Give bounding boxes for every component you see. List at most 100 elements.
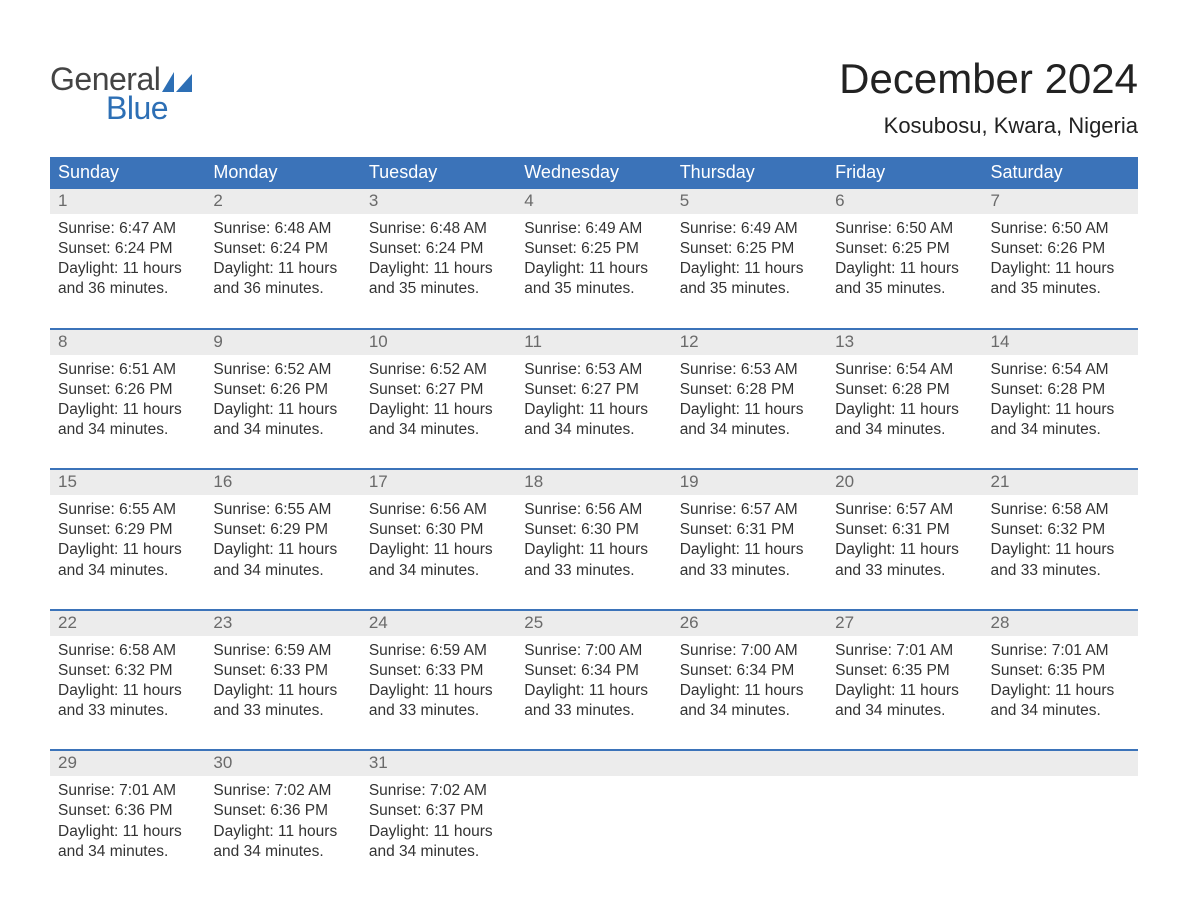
dayhead-wed: Wednesday [516, 157, 671, 189]
day-number: 6 [827, 189, 982, 214]
day-cell: Sunrise: 6:57 AMSunset: 6:31 PMDaylight:… [672, 495, 827, 597]
sunset-text: Sunset: 6:24 PM [213, 239, 352, 259]
daynum-row: 891011121314 [50, 330, 1138, 355]
dayhead-thu: Thursday [672, 157, 827, 189]
sunrise-text: Sunrise: 6:50 AM [991, 219, 1130, 239]
day-cell: Sunrise: 6:50 AMSunset: 6:25 PMDaylight:… [827, 214, 982, 316]
daylight-text: and 33 minutes. [524, 701, 663, 721]
daynum-row: 22232425262728 [50, 611, 1138, 636]
content-row: Sunrise: 6:58 AMSunset: 6:32 PMDaylight:… [50, 636, 1138, 738]
sunset-text: Sunset: 6:29 PM [213, 520, 352, 540]
sunrise-text: Sunrise: 7:02 AM [213, 781, 352, 801]
day-cell: Sunrise: 6:55 AMSunset: 6:29 PMDaylight:… [50, 495, 205, 597]
sunset-text: Sunset: 6:25 PM [835, 239, 974, 259]
daylight-text: Daylight: 11 hours [991, 681, 1130, 701]
sunset-text: Sunset: 6:35 PM [835, 661, 974, 681]
day-cell: Sunrise: 6:49 AMSunset: 6:25 PMDaylight:… [516, 214, 671, 316]
sunset-text: Sunset: 6:34 PM [680, 661, 819, 681]
day-number: 4 [516, 189, 671, 214]
daylight-text: Daylight: 11 hours [213, 681, 352, 701]
day-cell: Sunrise: 6:49 AMSunset: 6:25 PMDaylight:… [672, 214, 827, 316]
day-cell [516, 776, 671, 878]
day-cell: Sunrise: 6:57 AMSunset: 6:31 PMDaylight:… [827, 495, 982, 597]
day-cell: Sunrise: 6:52 AMSunset: 6:27 PMDaylight:… [361, 355, 516, 457]
day-number: 7 [983, 189, 1138, 214]
day-cell: Sunrise: 7:01 AMSunset: 6:35 PMDaylight:… [827, 636, 982, 738]
daylight-text: and 34 minutes. [991, 701, 1130, 721]
daylight-text: Daylight: 11 hours [680, 681, 819, 701]
daynum-row: 293031 [50, 751, 1138, 776]
daylight-text: Daylight: 11 hours [991, 540, 1130, 560]
weeks-container: 1234567Sunrise: 6:47 AMSunset: 6:24 PMDa… [50, 189, 1138, 878]
sunset-text: Sunset: 6:32 PM [58, 661, 197, 681]
daylight-text: Daylight: 11 hours [369, 822, 508, 842]
day-cell: Sunrise: 6:59 AMSunset: 6:33 PMDaylight:… [361, 636, 516, 738]
daylight-text: Daylight: 11 hours [680, 540, 819, 560]
content-row: Sunrise: 7:01 AMSunset: 6:36 PMDaylight:… [50, 776, 1138, 878]
day-number: 14 [983, 330, 1138, 355]
daylight-text: Daylight: 11 hours [58, 540, 197, 560]
day-cell: Sunrise: 6:56 AMSunset: 6:30 PMDaylight:… [516, 495, 671, 597]
daylight-text: and 33 minutes. [58, 701, 197, 721]
day-cell: Sunrise: 6:54 AMSunset: 6:28 PMDaylight:… [983, 355, 1138, 457]
day-cell: Sunrise: 6:52 AMSunset: 6:26 PMDaylight:… [205, 355, 360, 457]
dayhead-fri: Friday [827, 157, 982, 189]
week-row: 1234567Sunrise: 6:47 AMSunset: 6:24 PMDa… [50, 189, 1138, 316]
day-number: 12 [672, 330, 827, 355]
day-cell: Sunrise: 7:02 AMSunset: 6:37 PMDaylight:… [361, 776, 516, 878]
sunset-text: Sunset: 6:31 PM [680, 520, 819, 540]
daylight-text: and 35 minutes. [524, 279, 663, 299]
sunset-text: Sunset: 6:30 PM [369, 520, 508, 540]
logo-text-blue: Blue [106, 90, 168, 127]
month-title: December 2024 [839, 55, 1138, 103]
sunset-text: Sunset: 6:26 PM [58, 380, 197, 400]
daylight-text: Daylight: 11 hours [369, 259, 508, 279]
sunset-text: Sunset: 6:25 PM [680, 239, 819, 259]
day-cell: Sunrise: 6:56 AMSunset: 6:30 PMDaylight:… [361, 495, 516, 597]
sunset-text: Sunset: 6:32 PM [991, 520, 1130, 540]
day-cell: Sunrise: 6:53 AMSunset: 6:28 PMDaylight:… [672, 355, 827, 457]
day-number: 19 [672, 470, 827, 495]
title-block: December 2024 Kosubosu, Kwara, Nigeria [839, 55, 1138, 139]
day-number: 31 [361, 751, 516, 776]
sunrise-text: Sunrise: 6:48 AM [369, 219, 508, 239]
sunset-text: Sunset: 6:28 PM [991, 380, 1130, 400]
daylight-text: Daylight: 11 hours [680, 400, 819, 420]
daylight-text: and 34 minutes. [835, 420, 974, 440]
sunset-text: Sunset: 6:35 PM [991, 661, 1130, 681]
daylight-text: Daylight: 11 hours [58, 681, 197, 701]
sunrise-text: Sunrise: 7:00 AM [524, 641, 663, 661]
sunset-text: Sunset: 6:25 PM [524, 239, 663, 259]
content-row: Sunrise: 6:47 AMSunset: 6:24 PMDaylight:… [50, 214, 1138, 316]
calendar: Sunday Monday Tuesday Wednesday Thursday… [50, 157, 1138, 878]
sunrise-text: Sunrise: 6:53 AM [680, 360, 819, 380]
daylight-text: and 34 minutes. [58, 420, 197, 440]
day-number: 11 [516, 330, 671, 355]
daylight-text: Daylight: 11 hours [835, 259, 974, 279]
sunset-text: Sunset: 6:27 PM [524, 380, 663, 400]
week-row: 891011121314Sunrise: 6:51 AMSunset: 6:26… [50, 328, 1138, 457]
sunrise-text: Sunrise: 6:55 AM [58, 500, 197, 520]
daylight-text: Daylight: 11 hours [524, 259, 663, 279]
day-cell: Sunrise: 7:01 AMSunset: 6:36 PMDaylight:… [50, 776, 205, 878]
daylight-text: and 33 minutes. [680, 561, 819, 581]
dayhead-sat: Saturday [983, 157, 1138, 189]
sunrise-text: Sunrise: 6:49 AM [680, 219, 819, 239]
sunrise-text: Sunrise: 6:55 AM [213, 500, 352, 520]
daylight-text: Daylight: 11 hours [213, 540, 352, 560]
day-cell [983, 776, 1138, 878]
dayhead-mon: Monday [205, 157, 360, 189]
week-row: 293031Sunrise: 7:01 AMSunset: 6:36 PMDay… [50, 749, 1138, 878]
day-cell [672, 776, 827, 878]
day-cell: Sunrise: 7:01 AMSunset: 6:35 PMDaylight:… [983, 636, 1138, 738]
daylight-text: Daylight: 11 hours [58, 822, 197, 842]
day-cell: Sunrise: 6:58 AMSunset: 6:32 PMDaylight:… [50, 636, 205, 738]
day-header-row: Sunday Monday Tuesday Wednesday Thursday… [50, 157, 1138, 189]
sunrise-text: Sunrise: 6:54 AM [835, 360, 974, 380]
week-row: 22232425262728Sunrise: 6:58 AMSunset: 6:… [50, 609, 1138, 738]
day-cell: Sunrise: 6:53 AMSunset: 6:27 PMDaylight:… [516, 355, 671, 457]
daylight-text: and 34 minutes. [213, 842, 352, 862]
daylight-text: Daylight: 11 hours [835, 540, 974, 560]
daynum-row: 15161718192021 [50, 470, 1138, 495]
sunset-text: Sunset: 6:24 PM [58, 239, 197, 259]
